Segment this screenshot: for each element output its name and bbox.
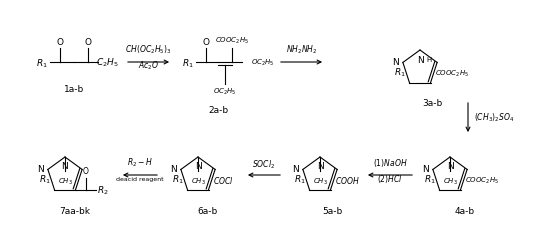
Text: $CH_3$: $CH_3$ xyxy=(312,177,327,187)
Text: $SOCl_2$: $SOCl_2$ xyxy=(252,159,276,171)
Text: $(2)HCl$: $(2)HCl$ xyxy=(377,173,403,185)
Text: H: H xyxy=(426,57,431,63)
Text: $Ac_2O$: $Ac_2O$ xyxy=(138,60,159,72)
Text: N: N xyxy=(317,162,323,171)
Text: $C_2H_5$: $C_2H_5$ xyxy=(96,57,118,69)
Text: $R_1$: $R_1$ xyxy=(424,173,436,186)
Text: $COOC_2H_5$: $COOC_2H_5$ xyxy=(215,36,249,46)
Text: 7aa-bk: 7aa-bk xyxy=(59,206,91,215)
Text: O: O xyxy=(82,167,89,176)
Text: $R_1$: $R_1$ xyxy=(294,173,305,186)
Text: 4a-b: 4a-b xyxy=(455,206,475,215)
Text: N: N xyxy=(422,165,429,174)
Text: N: N xyxy=(292,165,299,174)
Text: N: N xyxy=(170,165,177,174)
Text: N: N xyxy=(417,56,424,65)
Text: $OC_2H_5$: $OC_2H_5$ xyxy=(251,58,274,68)
Text: $COOC_2H_5$: $COOC_2H_5$ xyxy=(465,175,499,186)
Text: $(1)NaOH$: $(1)NaOH$ xyxy=(373,157,408,169)
Text: 5a-b: 5a-b xyxy=(322,206,342,215)
Text: $R_2$: $R_2$ xyxy=(97,184,108,197)
Text: $CH(OC_2H_5)_3$: $CH(OC_2H_5)_3$ xyxy=(125,44,172,56)
Text: $NH_2NH_2$: $NH_2NH_2$ xyxy=(286,44,317,56)
Text: $COCl$: $COCl$ xyxy=(213,175,233,186)
Text: $CH_3$: $CH_3$ xyxy=(443,177,458,187)
Text: $R_1$: $R_1$ xyxy=(39,173,51,186)
Text: $R_1$: $R_1$ xyxy=(172,173,183,186)
Text: N: N xyxy=(447,162,453,171)
Text: 2a-b: 2a-b xyxy=(208,105,228,114)
Text: $(CH_3)_2SO_4$: $(CH_3)_2SO_4$ xyxy=(474,112,514,124)
Text: N: N xyxy=(37,165,44,174)
Text: $CH_3$: $CH_3$ xyxy=(190,177,206,187)
Text: $R_1$: $R_1$ xyxy=(36,58,48,70)
Text: $R_2-H$: $R_2-H$ xyxy=(127,157,153,169)
Text: O: O xyxy=(57,37,63,46)
Text: 1a-b: 1a-b xyxy=(64,86,84,95)
Text: 6a-b: 6a-b xyxy=(198,206,218,215)
Text: $R_1$: $R_1$ xyxy=(182,58,194,70)
Text: deacid reagent: deacid reagent xyxy=(116,177,164,182)
Text: O: O xyxy=(202,37,210,46)
Text: N: N xyxy=(195,162,201,171)
Text: $CH_3$: $CH_3$ xyxy=(58,177,73,187)
Text: $COOC_2H_5$: $COOC_2H_5$ xyxy=(434,68,469,78)
Text: O: O xyxy=(85,37,91,46)
Text: $COOH$: $COOH$ xyxy=(334,175,360,186)
Text: 3a-b: 3a-b xyxy=(422,100,442,109)
Text: N: N xyxy=(392,58,399,67)
Text: N: N xyxy=(62,162,68,171)
Text: $R_1$: $R_1$ xyxy=(394,66,405,78)
Text: $OC_2H_5$: $OC_2H_5$ xyxy=(213,87,237,97)
